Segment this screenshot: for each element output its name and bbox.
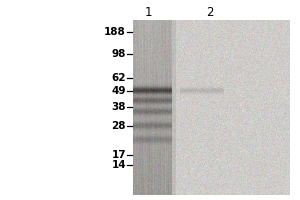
Text: 28: 28 bbox=[112, 121, 126, 131]
Text: 1: 1 bbox=[144, 5, 152, 19]
Text: 2: 2 bbox=[206, 5, 214, 19]
Text: 14: 14 bbox=[111, 160, 126, 170]
Text: 188: 188 bbox=[104, 27, 126, 37]
Text: 17: 17 bbox=[111, 150, 126, 160]
Text: 62: 62 bbox=[112, 73, 126, 83]
Text: 98: 98 bbox=[112, 49, 126, 59]
Text: 38: 38 bbox=[112, 102, 126, 112]
Text: 49: 49 bbox=[112, 86, 126, 96]
